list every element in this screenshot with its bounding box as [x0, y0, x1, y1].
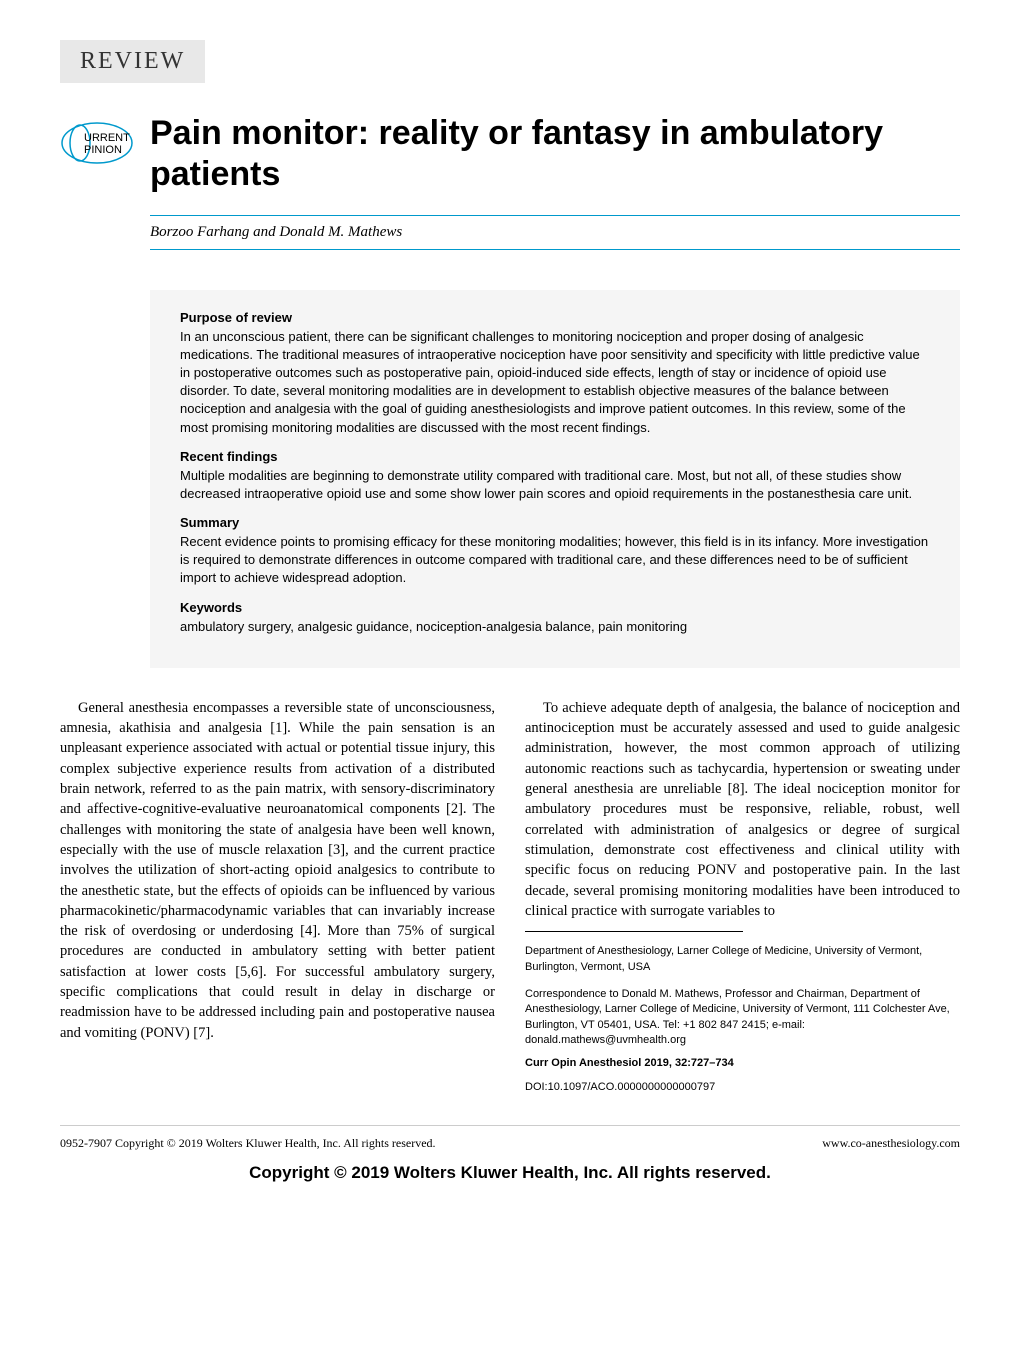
- article-title: Pain monitor: reality or fantasy in ambu…: [150, 113, 960, 195]
- citation-journal: Curr Opin Anesthesiol 2019, 32:727–734: [525, 1056, 960, 1071]
- badge-top-text: URRENT: [84, 132, 130, 144]
- citation-doi: DOI:10.1097/ACO.0000000000000797: [525, 1080, 960, 1095]
- summary-text: Recent evidence points to promising effi…: [180, 533, 930, 588]
- badge-bottom-text: PINION: [84, 144, 122, 156]
- header-row: URRENT PINION Pain monitor: reality or f…: [60, 113, 960, 195]
- column-left: General anesthesia encompasses a reversi…: [60, 698, 495, 1095]
- authors: Borzoo Farhang and Donald M. Mathews: [150, 220, 960, 245]
- purpose-text: In an unconscious patient, there can be …: [180, 328, 930, 437]
- affiliation-dept: Department of Anesthesiology, Larner Col…: [525, 944, 960, 975]
- affiliation-separator: [525, 931, 743, 932]
- findings-heading: Recent findings: [180, 449, 930, 464]
- authors-block: Borzoo Farhang and Donald M. Mathews: [150, 215, 960, 250]
- footer-url: www.co-anesthesiology.com: [822, 1136, 960, 1151]
- body-columns: General anesthesia encompasses a reversi…: [60, 698, 960, 1095]
- column-right: To achieve adequate depth of analgesia, …: [525, 698, 960, 1095]
- review-label: REVIEW: [80, 48, 185, 74]
- review-badge: REVIEW: [60, 40, 205, 83]
- footer-copyright: 0952-7907 Copyright © 2019 Wolters Kluwe…: [60, 1136, 436, 1151]
- keywords-heading: Keywords: [180, 600, 930, 615]
- copyright-banner: Copyright © 2019 Wolters Kluwer Health, …: [60, 1163, 960, 1183]
- summary-heading: Summary: [180, 515, 930, 530]
- findings-text: Multiple modalities are beginning to dem…: [180, 467, 930, 503]
- author-rule-bottom: [150, 249, 960, 250]
- col1-p1: General anesthesia encompasses a reversi…: [60, 698, 495, 1043]
- abstract-box: Purpose of review In an unconscious pati…: [150, 290, 960, 668]
- col2-p1: To achieve adequate depth of analgesia, …: [525, 698, 960, 921]
- affiliation-correspondence: Correspondence to Donald M. Mathews, Pro…: [525, 987, 960, 1049]
- author-rule-top: [150, 215, 960, 216]
- keywords-text: ambulatory surgery, analgesic guidance, …: [180, 618, 930, 636]
- purpose-heading: Purpose of review: [180, 310, 930, 325]
- footer-row: 0952-7907 Copyright © 2019 Wolters Kluwe…: [60, 1125, 960, 1151]
- current-opinion-badge: URRENT PINION: [60, 121, 135, 166]
